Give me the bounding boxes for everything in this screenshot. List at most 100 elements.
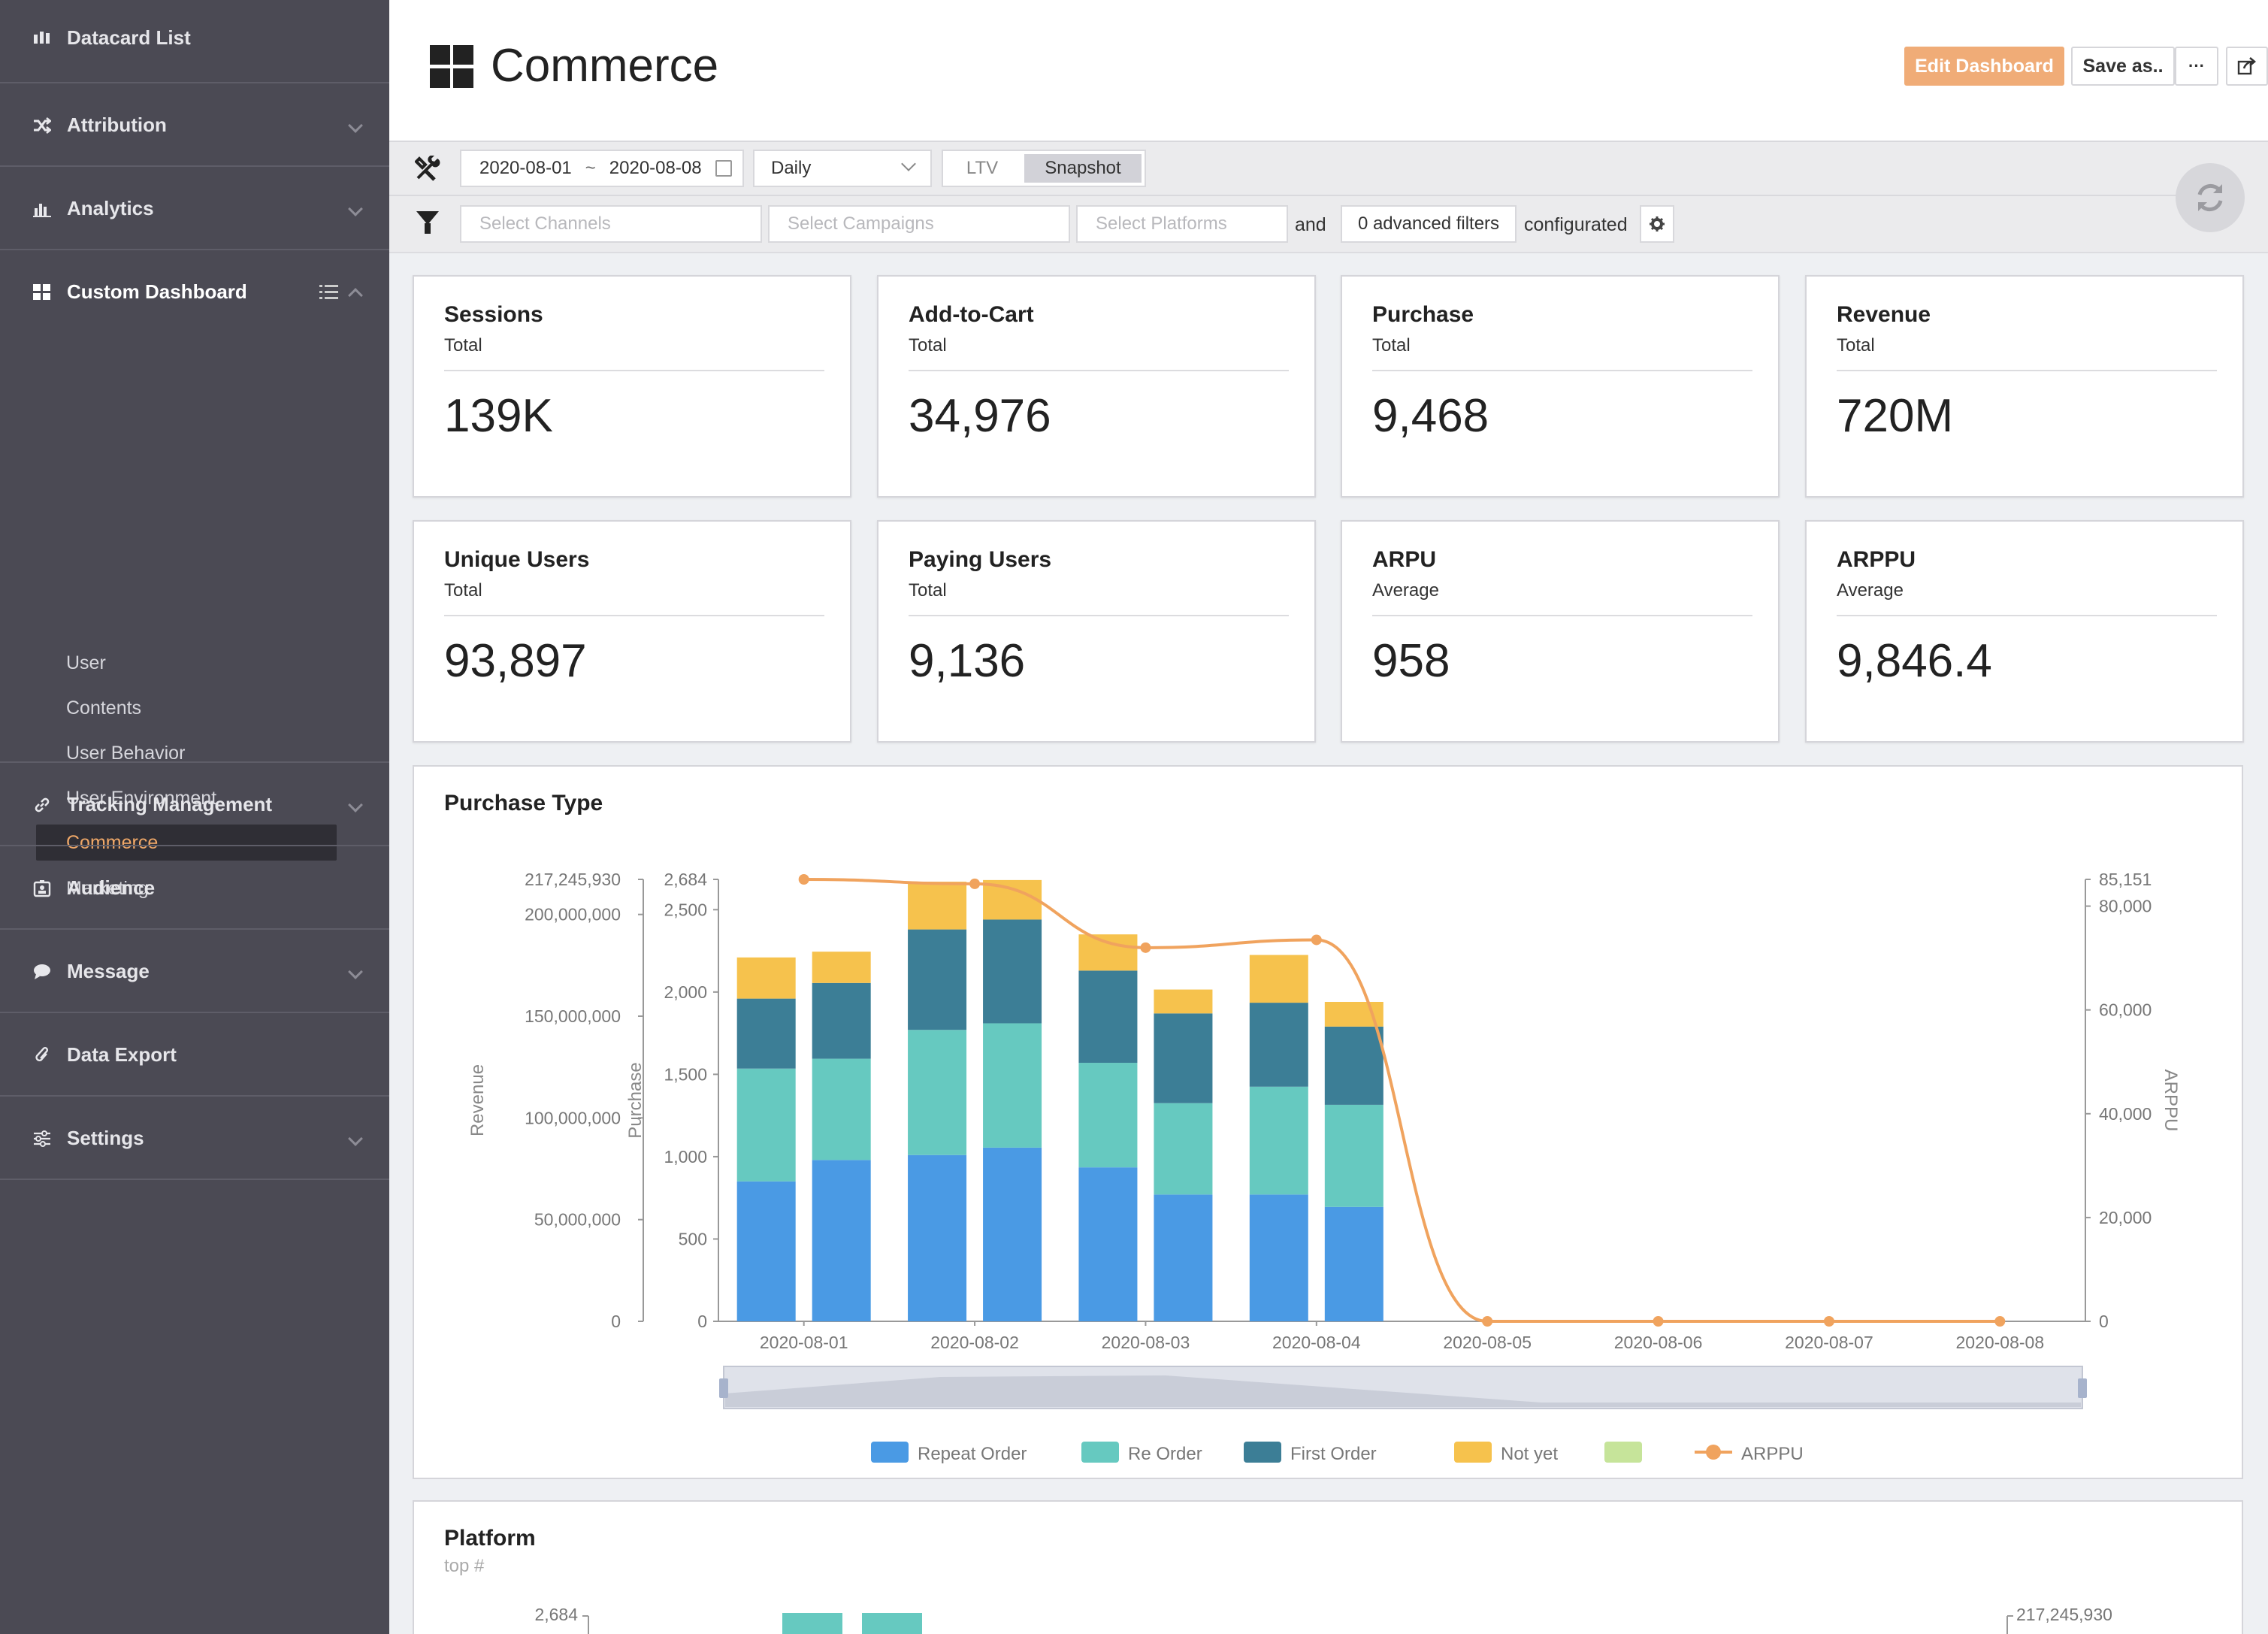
card-value: 720M <box>1837 390 1954 442</box>
chevron-down-icon <box>901 156 916 171</box>
chevron-down-icon <box>348 964 363 979</box>
arppu-axis-title: ARPPU <box>2161 1070 2181 1132</box>
card-value: 9,846.4 <box>1837 635 1992 687</box>
platform-bar <box>862 1613 922 1634</box>
ltv-snapshot-toggle: LTV Snapshot <box>942 150 1146 187</box>
sidebar-item-label: Settings <box>67 1127 144 1149</box>
sliders-icon <box>32 1128 53 1149</box>
sidebar-item-label: Datacard List <box>67 26 191 49</box>
arppu-line <box>803 878 2000 1323</box>
bar-segment <box>983 919 1042 1024</box>
list-icon[interactable] <box>319 283 339 304</box>
bar-segment <box>1154 1194 1213 1321</box>
x-tick-label: 2020-08-01 <box>760 1333 848 1352</box>
save-as-button[interactable]: Save as.. <box>2071 47 2175 86</box>
channels-select[interactable]: Select Channels <box>460 205 762 243</box>
card-title: ARPU <box>1372 547 1437 572</box>
legend-label: Not yet <box>1501 1444 1558 1464</box>
filter-funnel-icon <box>416 211 439 234</box>
chevron-down-icon <box>348 797 363 812</box>
legend-label: Repeat Order <box>918 1444 1027 1464</box>
chevron-down-icon <box>348 1130 363 1146</box>
share-button[interactable] <box>2226 47 2268 86</box>
metric-card-unique-users: Unique Users Total 93,897 <box>413 520 851 743</box>
sidebar-item-label: Attribution <box>67 113 167 136</box>
sidebar-item-audience[interactable]: Audience <box>0 846 389 930</box>
sidebar-item-datacard-list[interactable]: Datacard List <box>0 0 389 83</box>
bar-chart-icon <box>32 198 53 219</box>
bar-segment <box>1078 970 1138 1064</box>
sidebar-item-message[interactable]: Message <box>0 930 389 1013</box>
sidebar-item-custom-dashboard[interactable]: Custom Dashboard <box>0 250 389 334</box>
zoom-slider-preview <box>725 1375 2081 1407</box>
page-title: Commerce <box>491 40 719 92</box>
sidebar-subitem-marketing[interactable]: Marketing <box>66 877 149 899</box>
divider <box>1372 615 1752 616</box>
card-subtitle: Total <box>444 335 482 356</box>
card-subtitle: Total <box>444 580 482 601</box>
and-label: and <box>1295 214 1326 235</box>
legend-swatch <box>1454 1442 1492 1463</box>
date-range-picker[interactable]: 2020-08-01 ~ 2020-08-08 <box>460 150 744 187</box>
card-value: 958 <box>1372 635 1450 687</box>
sidebar-item-data-export[interactable]: Data Export <box>0 1013 389 1097</box>
chevron-down-icon <box>348 201 363 216</box>
legend-label: Re Order <box>1128 1444 1202 1464</box>
legend-swatch <box>871 1442 909 1463</box>
x-tick-label: 2020-08-05 <box>1443 1333 1532 1352</box>
sidebar-subitem-contents[interactable]: Contents <box>66 697 142 719</box>
advanced-filters-button[interactable]: 0 advanced filters <box>1341 205 1517 243</box>
purchase-axis-title: Purchase <box>625 1062 646 1138</box>
grid-icon <box>32 282 53 303</box>
card-title: Revenue <box>1837 302 1931 327</box>
zoom-handle-right <box>2078 1378 2087 1398</box>
campaigns-select[interactable]: Select Campaigns <box>768 205 1070 243</box>
platforms-select[interactable]: Select Platforms <box>1076 205 1288 243</box>
period-select[interactable]: Daily <box>753 150 932 187</box>
sidebar-item-label: Audience <box>67 876 156 899</box>
sidebar-item-label: Data Export <box>67 1043 177 1066</box>
more-options-button[interactable]: ··· <box>2175 47 2218 86</box>
bar-segment <box>1324 1026 1383 1105</box>
metric-card-arppu: ARPPU Average 9,846.4 <box>1805 520 2244 743</box>
sidebar-subitem-user-environment[interactable]: User Environment <box>66 787 217 809</box>
sidebar-item-attribution[interactable]: Attribution <box>0 83 389 167</box>
snapshot-button[interactable]: Snapshot <box>1024 154 1142 183</box>
sidebar-item-tracking-management[interactable]: Tracking Management <box>0 763 389 846</box>
arppu-tick-label: 60,000 <box>2099 1000 2152 1020</box>
legend-swatch <box>1604 1442 1642 1463</box>
metric-card-purchase: Purchase Total 9,468 <box>1341 275 1780 498</box>
card-subtitle: Total <box>909 335 947 356</box>
filter-settings-button[interactable] <box>1640 205 1674 243</box>
refresh-button[interactable] <box>2176 163 2245 232</box>
purchase-tick-label: 1,500 <box>664 1064 707 1084</box>
date-to: 2020-08-08 <box>609 158 702 178</box>
arppu-tick-label: 20,000 <box>2099 1208 2152 1227</box>
ltv-button[interactable]: LTV <box>966 158 999 178</box>
card-title: Paying Users <box>909 547 1052 572</box>
arppu-point <box>969 878 981 889</box>
card-subtitle: Average <box>1837 580 1904 601</box>
bar-segment <box>983 879 1042 920</box>
card-subtitle: Total <box>909 580 947 601</box>
bar-segment <box>1078 934 1138 971</box>
sidebar-subitem-commerce[interactable]: Commerce <box>36 825 337 861</box>
sidebar-item-label: Analytics <box>67 197 154 219</box>
revenue-tick-label: 217,245,930 <box>525 870 621 889</box>
panel-subtitle: top # <box>444 1556 485 1576</box>
edit-dashboard-button[interactable]: Edit Dashboard <box>1904 47 2064 86</box>
bar-list-icon <box>32 27 53 48</box>
purchase-tick-label: 2,000 <box>664 982 707 1002</box>
card-subtitle: Total <box>1837 335 1875 356</box>
sidebar-subitem-user-behavior[interactable]: User Behavior <box>66 742 186 764</box>
x-tick-label: 2020-08-07 <box>1785 1333 1873 1352</box>
sidebar-subitem-user[interactable]: User <box>66 652 106 673</box>
paperclip-icon <box>32 1045 53 1066</box>
sidebar-item-analytics[interactable]: Analytics <box>0 167 389 250</box>
sidebar-item-label: Message <box>67 960 150 982</box>
bar-segment <box>908 1154 967 1321</box>
sidebar-item-settings[interactable]: Settings <box>0 1097 389 1180</box>
revenue-tick-label: 100,000,000 <box>525 1108 621 1127</box>
bar-segment <box>812 982 871 1059</box>
arppu-point <box>1653 1316 1664 1327</box>
